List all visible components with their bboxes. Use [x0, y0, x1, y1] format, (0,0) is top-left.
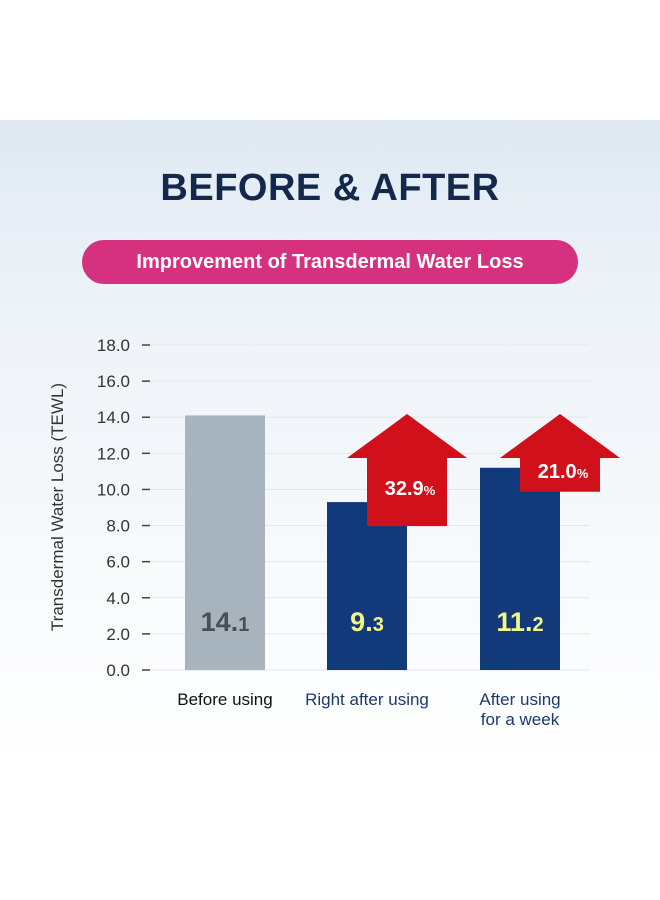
improvement-arrow: [347, 414, 467, 527]
category-label: Right after using: [305, 690, 429, 709]
subtitle-banner: Improvement of Transdermal Water Loss: [82, 240, 578, 284]
y-tick-label: 8.0: [106, 517, 130, 536]
improvement-label: 32.9%: [385, 478, 436, 500]
bar-value-label: 14.1: [201, 607, 250, 637]
y-tick-label: 12.0: [97, 444, 130, 463]
category-label: Before using: [177, 690, 272, 709]
headline: BEFORE & AFTER: [160, 167, 500, 209]
bar: [327, 502, 407, 670]
improvement-arrow: [500, 414, 620, 492]
y-tick-label: 6.0: [106, 553, 130, 572]
y-tick-label: 4.0: [106, 589, 130, 608]
y-tick-label: 2.0: [106, 625, 130, 644]
y-tick-label: 0.0: [106, 661, 130, 680]
bar: [185, 415, 265, 670]
bar-value-label: 9.3: [350, 607, 384, 637]
y-tick-label: 14.0: [97, 408, 130, 427]
y-axis-label: Transdermal Water Loss (TEWL): [48, 383, 67, 631]
subtitle-text: Improvement of Transdermal Water Loss: [136, 250, 524, 273]
y-tick-label: 18.0: [97, 336, 130, 355]
improvement-label: 21.0%: [538, 461, 589, 483]
bar: [480, 467, 560, 670]
bar-value-label: 11.2: [496, 607, 543, 637]
y-tick-label: 16.0: [97, 372, 130, 391]
y-tick-label: 10.0: [97, 480, 130, 499]
category-label: After using for a week: [479, 690, 560, 729]
